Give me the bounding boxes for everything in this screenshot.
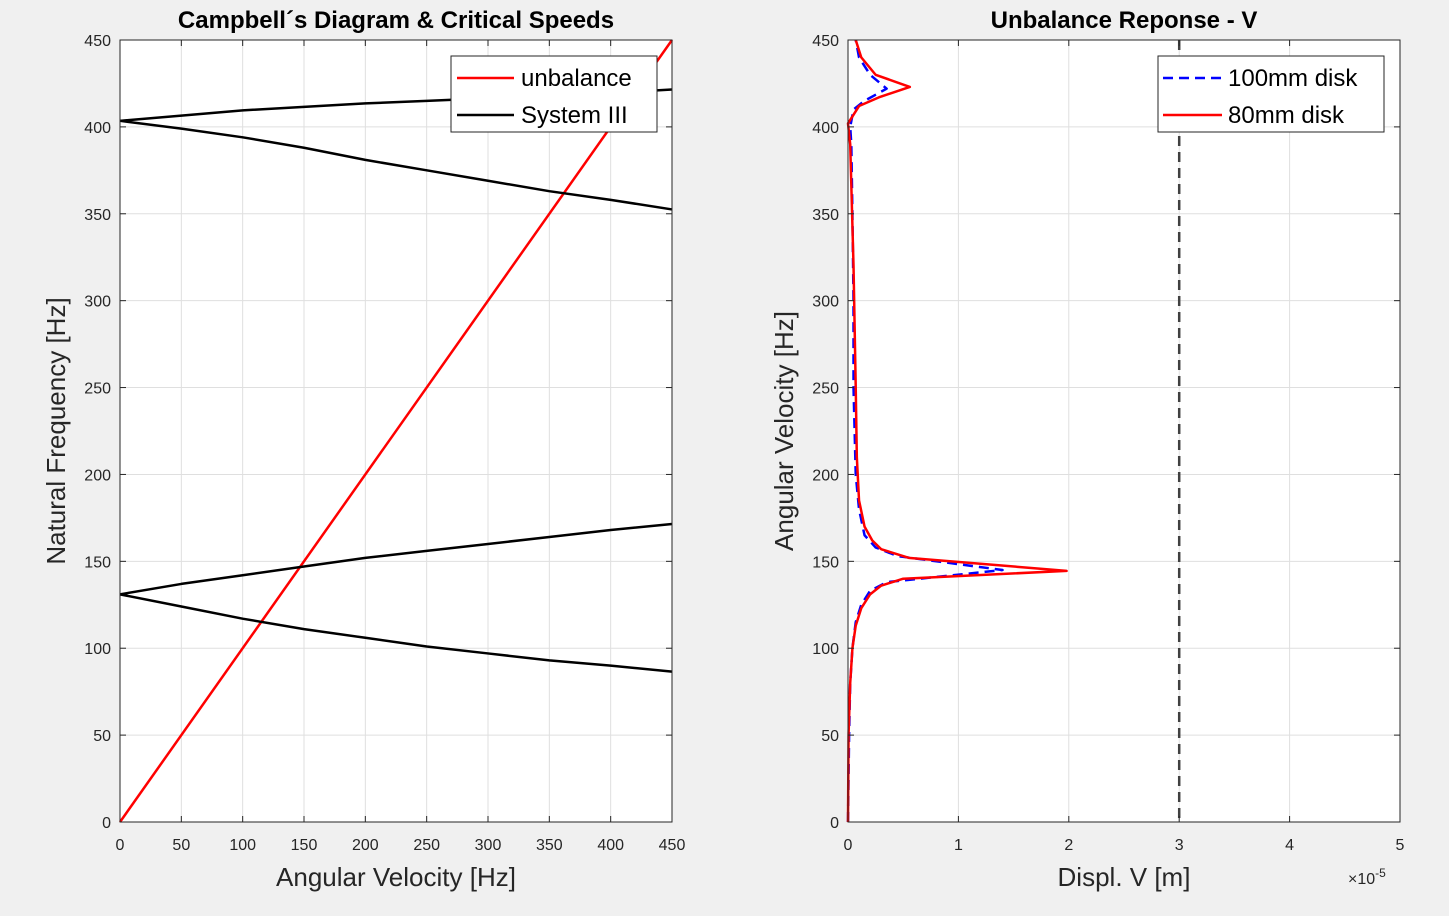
- y-tick-label: 300: [84, 294, 111, 311]
- y-tick-label: 150: [812, 554, 839, 571]
- series-group: [118, 39, 674, 823]
- axes-frame: [847, 39, 1401, 823]
- y-tick-label: 450: [84, 33, 111, 50]
- y-tick-label: 200: [84, 467, 111, 484]
- x-tick-label: 200: [352, 837, 379, 854]
- y-tick-label: 450: [812, 33, 839, 50]
- legend-label-80mm-disk: 80mm disk: [1228, 102, 1345, 129]
- plot-area: [848, 40, 1400, 822]
- x-tick-label: 400: [597, 837, 624, 854]
- x-axis-label: Angular Velocity [Hz]: [276, 862, 516, 892]
- y-tick-label: 400: [84, 120, 111, 137]
- x-tick-label: 50: [172, 837, 190, 854]
- y-tick-label: 100: [812, 641, 839, 658]
- series-line-branch-2: [119, 593, 673, 673]
- y-tick-label: 0: [830, 815, 839, 832]
- x-tick-label: 0: [116, 837, 125, 854]
- y-tick-label: 100: [84, 641, 111, 658]
- y-tick-label: 250: [812, 381, 839, 398]
- x-axis-exponent-value: -5: [1375, 866, 1386, 880]
- y-tick-label: 50: [821, 728, 839, 745]
- x-tick-label: 3: [1175, 837, 1184, 854]
- x-tick-label: 300: [475, 837, 502, 854]
- y-tick-label: 350: [812, 207, 839, 224]
- x-tick-label: 150: [291, 837, 318, 854]
- y-tick-label: 200: [812, 467, 839, 484]
- legend: unbalance System III: [450, 55, 658, 133]
- axes-frame: [119, 39, 673, 823]
- chart-title: Unbalance Reponse - V: [991, 7, 1258, 34]
- series-line-80mm-disk: [846, 39, 1068, 823]
- series-line-branch-4: [119, 119, 673, 211]
- chart-title: Campbell´s Diagram & Critical Speeds: [178, 7, 614, 34]
- y-axis-label: Angular Velocity [Hz]: [769, 311, 799, 551]
- ticks: 0 50 100 150 200 250 300 350 400 450 0 50 100 150 200 2…: [84, 33, 685, 854]
- x-tick-label: 1: [954, 837, 963, 854]
- legend-label-100mm-disk: 100mm disk: [1228, 65, 1358, 92]
- series-line-system-iii: [119, 522, 673, 596]
- x-tick-label: 5: [1396, 837, 1405, 854]
- x-tick-label: 100: [229, 837, 256, 854]
- y-tick-label: 250: [84, 381, 111, 398]
- x-tick-label: 4: [1285, 837, 1294, 854]
- legend-label-unbalance: unbalance: [521, 65, 632, 92]
- y-tick-label: 300: [812, 294, 839, 311]
- legend-box: [450, 55, 658, 133]
- y-tick-label: 50: [93, 728, 111, 745]
- y-axis-label: Natural Frequency [Hz]: [41, 297, 71, 564]
- legend-box: [1157, 55, 1385, 133]
- y-tick-label: 150: [84, 554, 111, 571]
- campbell-diagram-axes: 0 50 100 150 200 250 300 350 400 450 0 50 100 150 200 2…: [41, 7, 685, 892]
- x-tick-label: 0: [844, 837, 853, 854]
- x-tick-label: 250: [413, 837, 440, 854]
- legend: 100mm disk 80mm disk: [1157, 55, 1385, 133]
- legend-label-system-iii: System III: [521, 102, 628, 129]
- x-tick-label: 450: [659, 837, 686, 854]
- series-line-unbalance: [118, 39, 674, 823]
- y-tick-label: 0: [102, 815, 111, 832]
- x-axis-label: Displ. V [m]: [1058, 862, 1191, 892]
- y-tick-label: 350: [84, 207, 111, 224]
- series-group: [846, 39, 1181, 823]
- x-tick-label: 350: [536, 837, 563, 854]
- y-tick-label: 400: [812, 120, 839, 137]
- x-tick-label: 2: [1064, 837, 1073, 854]
